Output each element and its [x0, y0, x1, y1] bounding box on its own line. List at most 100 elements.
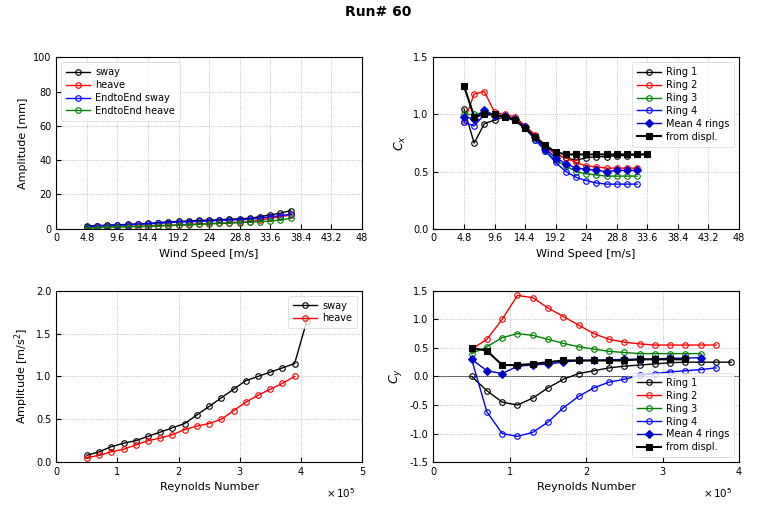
- Ring 4: [612, 181, 621, 187]
- from displ.: [541, 142, 550, 148]
- Ring 4: [681, 368, 690, 374]
- Ring 4: [572, 174, 581, 181]
- Ring 3: [541, 148, 550, 154]
- sway: [192, 412, 201, 418]
- Ring 1: [712, 359, 721, 365]
- Ring 1: [459, 106, 469, 112]
- from displ.: [633, 151, 642, 157]
- heave: [95, 452, 104, 458]
- from displ.: [467, 345, 476, 351]
- Ring 4: [696, 366, 706, 372]
- Ring 3: [531, 136, 540, 143]
- Y-axis label: $C_y$: $C_y$: [387, 368, 404, 384]
- sway: [217, 395, 226, 401]
- Mean 4 rings: [459, 114, 469, 120]
- from displ.: [459, 83, 469, 89]
- sway: [95, 449, 104, 455]
- heave: [215, 220, 224, 226]
- Ring 4: [712, 365, 721, 371]
- from displ.: [612, 151, 621, 157]
- Ring 4: [650, 370, 659, 377]
- Ring 2: [544, 305, 553, 311]
- Ring 3: [482, 344, 491, 350]
- Ring 1: [551, 151, 560, 157]
- Ring 4: [482, 409, 491, 415]
- heave: [217, 416, 226, 422]
- Ring 4: [490, 111, 499, 117]
- from displ.: [572, 151, 581, 157]
- Ring 1: [513, 402, 522, 408]
- from displ.: [500, 114, 509, 120]
- sway: [204, 403, 213, 409]
- X-axis label: Reynolds Number: Reynolds Number: [537, 483, 636, 492]
- sway: [180, 421, 189, 427]
- Ring 3: [635, 350, 644, 357]
- Ring 3: [561, 163, 570, 169]
- Line: Ring 1: Ring 1: [461, 106, 650, 163]
- Mean 4 rings: [602, 168, 611, 174]
- from displ.: [681, 356, 690, 362]
- Mean 4 rings: [513, 363, 522, 369]
- Mean 4 rings: [635, 356, 644, 362]
- Ring 4: [480, 111, 489, 117]
- sway: [276, 210, 285, 216]
- Ring 2: [521, 123, 530, 129]
- sway: [195, 218, 204, 224]
- Ring 2: [513, 292, 522, 299]
- sway: [144, 433, 153, 440]
- EndtoEnd sway: [276, 213, 285, 219]
- from displ.: [622, 151, 631, 157]
- Ring 4: [605, 379, 614, 385]
- Ring 1: [480, 121, 489, 127]
- heave: [174, 222, 183, 228]
- Ring 4: [510, 117, 519, 123]
- Ring 3: [513, 330, 522, 337]
- Ring 2: [650, 342, 659, 348]
- Ring 2: [620, 339, 629, 345]
- Mean 4 rings: [541, 146, 550, 152]
- Ring 1: [490, 117, 499, 123]
- EndtoEnd heave: [103, 224, 112, 230]
- EndtoEnd sway: [123, 222, 132, 228]
- Ring 4: [589, 385, 598, 391]
- heave: [255, 217, 264, 223]
- Ring 1: [635, 362, 644, 368]
- Line: Ring 2: Ring 2: [461, 89, 640, 171]
- Ring 1: [469, 140, 478, 146]
- Ring 3: [480, 109, 489, 115]
- from displ.: [490, 111, 499, 117]
- Ring 2: [497, 317, 506, 323]
- Ring 3: [490, 111, 499, 117]
- Ring 1: [589, 368, 598, 374]
- Ring 2: [635, 341, 644, 347]
- Ring 1: [633, 151, 642, 157]
- Ring 4: [622, 181, 631, 187]
- Ring 3: [544, 336, 553, 342]
- Mean 4 rings: [620, 356, 629, 362]
- Ring 3: [500, 114, 509, 120]
- Ring 4: [635, 372, 644, 379]
- Ring 1: [592, 153, 601, 160]
- sway: [113, 222, 122, 228]
- sway: [156, 429, 165, 435]
- Mean 4 rings: [581, 166, 590, 172]
- Ring 2: [490, 109, 499, 115]
- Ring 1: [650, 361, 659, 367]
- Ring 2: [467, 346, 476, 352]
- EndtoEnd sway: [92, 223, 101, 229]
- EndtoEnd heave: [276, 217, 285, 223]
- Ring 1: [544, 385, 553, 391]
- Ring 1: [605, 365, 614, 371]
- Ring 1: [602, 153, 611, 160]
- Ring 3: [602, 173, 611, 179]
- Ring 2: [712, 342, 721, 348]
- Mean 4 rings: [469, 116, 478, 122]
- EndtoEnd sway: [225, 217, 234, 223]
- Ring 4: [581, 177, 590, 184]
- EndtoEnd heave: [195, 221, 204, 227]
- EndtoEnd heave: [113, 224, 122, 230]
- EndtoEnd sway: [215, 218, 224, 224]
- X-axis label: Wind Speed [m/s]: Wind Speed [m/s]: [537, 249, 636, 259]
- Ring 3: [592, 172, 601, 178]
- from displ.: [589, 358, 598, 364]
